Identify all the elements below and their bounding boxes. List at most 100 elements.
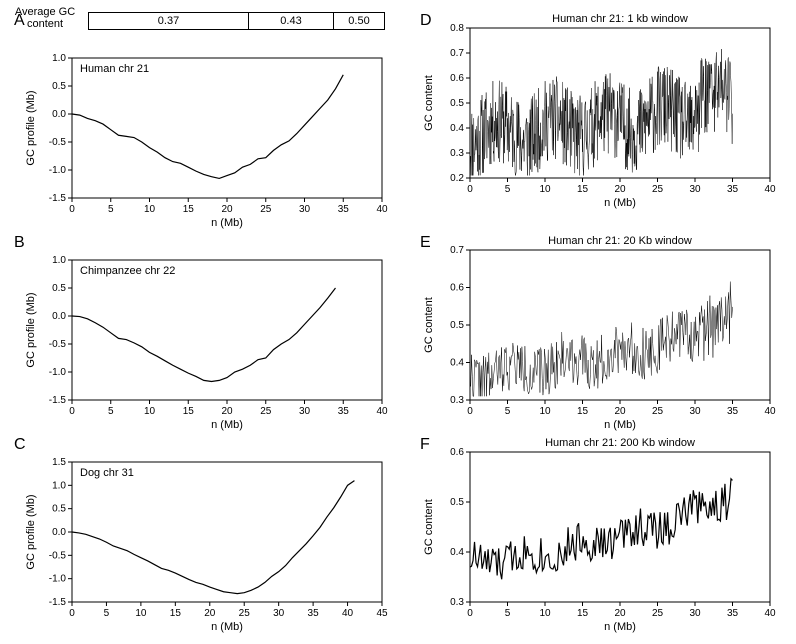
svg-text:25: 25: [652, 406, 664, 417]
panel-label-B: B: [14, 234, 25, 252]
chart-B: 0510152025303540-1.5-1.0-0.50.00.51.0n (…: [10, 232, 410, 432]
chart-E: 05101520253035400.30.40.50.60.7n (Mb)GC …: [416, 232, 796, 432]
svg-text:Dog chr 31: Dog chr 31: [80, 467, 134, 479]
svg-text:30: 30: [689, 608, 701, 619]
svg-text:10: 10: [144, 204, 156, 215]
svg-text:0.5: 0.5: [52, 504, 66, 515]
panel-E: 05101520253035400.30.40.50.60.7n (Mb)GC …: [416, 232, 796, 432]
svg-text:GC content: GC content: [423, 297, 435, 353]
svg-text:20: 20: [204, 608, 216, 619]
svg-text:0.7: 0.7: [450, 245, 464, 256]
svg-text:45: 45: [376, 608, 388, 619]
panel-label-D: D: [420, 12, 432, 30]
svg-text:-1.0: -1.0: [49, 367, 67, 378]
svg-text:Human chr 21: Human chr 21: [80, 63, 149, 75]
panel-B: 0510152025303540-1.5-1.0-0.50.00.51.0n (…: [10, 232, 410, 432]
gc-segment-1: 0.43: [249, 13, 334, 29]
svg-text:-1.5: -1.5: [49, 395, 67, 406]
panel-label-E: E: [420, 234, 431, 252]
svg-text:0.5: 0.5: [450, 98, 464, 109]
svg-text:40: 40: [376, 406, 388, 417]
svg-text:0.3: 0.3: [450, 395, 464, 406]
svg-text:0.8: 0.8: [450, 23, 464, 34]
svg-text:0.3: 0.3: [450, 597, 464, 608]
chart-D: 05101520253035400.20.30.40.50.60.70.8n (…: [416, 10, 796, 210]
svg-text:Human chr 21: 200 Kb window: Human chr 21: 200 Kb window: [545, 437, 695, 449]
svg-text:1.5: 1.5: [52, 457, 66, 468]
svg-text:25: 25: [260, 204, 272, 215]
svg-text:0.3: 0.3: [450, 148, 464, 159]
svg-text:30: 30: [273, 608, 285, 619]
gc-segment-bar: 0.370.430.50: [88, 12, 385, 30]
svg-text:10: 10: [144, 406, 156, 417]
panel-C: 051015202530354045-1.5-1.0-0.50.00.51.01…: [10, 434, 410, 634]
svg-text:n (Mb): n (Mb): [604, 197, 636, 209]
svg-text:n (Mb): n (Mb): [604, 621, 636, 633]
svg-text:n (Mb): n (Mb): [604, 419, 636, 431]
svg-text:30: 30: [299, 406, 311, 417]
svg-text:20: 20: [614, 406, 626, 417]
svg-text:GC profile (Mb): GC profile (Mb): [25, 494, 37, 569]
svg-text:5: 5: [505, 406, 511, 417]
svg-text:0.0: 0.0: [52, 109, 66, 120]
svg-text:40: 40: [342, 608, 354, 619]
svg-text:5: 5: [104, 608, 110, 619]
svg-text:Human chr 21: 20 Kb window: Human chr 21: 20 Kb window: [548, 235, 692, 247]
svg-text:5: 5: [108, 406, 114, 417]
panel-F: 05101520253035400.30.40.50.6n (Mb)GC con…: [416, 434, 796, 634]
svg-text:15: 15: [183, 204, 195, 215]
svg-text:n (Mb): n (Mb): [211, 419, 243, 431]
svg-text:1.0: 1.0: [52, 480, 66, 491]
svg-text:-1.0: -1.0: [49, 574, 67, 585]
svg-text:35: 35: [727, 406, 739, 417]
svg-text:0.5: 0.5: [52, 81, 66, 92]
panel-label-A: A: [14, 12, 25, 30]
panel-label-C: C: [14, 436, 26, 454]
svg-text:0.6: 0.6: [450, 447, 464, 458]
svg-text:Human chr 21: 1 kb window: Human chr 21: 1 kb window: [552, 13, 688, 25]
svg-text:35: 35: [338, 406, 350, 417]
svg-text:1.0: 1.0: [52, 255, 66, 266]
svg-text:0: 0: [69, 608, 75, 619]
svg-text:0.0: 0.0: [52, 311, 66, 322]
svg-text:0.0: 0.0: [52, 527, 66, 538]
svg-text:10: 10: [539, 608, 551, 619]
svg-text:0.6: 0.6: [450, 73, 464, 84]
svg-text:-1.5: -1.5: [49, 597, 67, 608]
svg-text:GC profile (Mb): GC profile (Mb): [25, 90, 37, 165]
svg-text:0.2: 0.2: [450, 173, 464, 184]
svg-text:35: 35: [727, 184, 739, 195]
svg-text:0: 0: [467, 184, 473, 195]
svg-text:n (Mb): n (Mb): [211, 217, 243, 229]
svg-text:0.7: 0.7: [450, 48, 464, 59]
svg-text:40: 40: [764, 608, 776, 619]
svg-text:GC content: GC content: [423, 75, 435, 131]
svg-text:0.5: 0.5: [52, 283, 66, 294]
svg-text:20: 20: [614, 608, 626, 619]
svg-text:-1.5: -1.5: [49, 193, 67, 204]
svg-text:GC content: GC content: [423, 499, 435, 555]
svg-text:15: 15: [170, 608, 182, 619]
svg-text:20: 20: [221, 204, 233, 215]
svg-text:20: 20: [221, 406, 233, 417]
svg-text:0.4: 0.4: [450, 358, 464, 369]
svg-text:5: 5: [108, 204, 114, 215]
svg-text:10: 10: [539, 184, 551, 195]
svg-text:30: 30: [689, 406, 701, 417]
svg-text:35: 35: [308, 608, 320, 619]
svg-text:25: 25: [652, 184, 664, 195]
chart-F: 05101520253035400.30.40.50.6n (Mb)GC con…: [416, 434, 796, 634]
svg-text:0.5: 0.5: [450, 320, 464, 331]
chart-C: 051015202530354045-1.5-1.0-0.50.00.51.01…: [10, 434, 410, 634]
svg-text:40: 40: [764, 406, 776, 417]
gc-segment-2: 0.50: [334, 13, 384, 29]
svg-text:5: 5: [505, 184, 511, 195]
svg-text:35: 35: [727, 608, 739, 619]
svg-text:-1.0: -1.0: [49, 165, 67, 176]
svg-text:-0.5: -0.5: [49, 550, 67, 561]
svg-text:0: 0: [69, 204, 75, 215]
svg-text:-0.5: -0.5: [49, 339, 67, 350]
svg-text:15: 15: [577, 184, 589, 195]
svg-text:15: 15: [183, 406, 195, 417]
svg-text:0: 0: [467, 608, 473, 619]
